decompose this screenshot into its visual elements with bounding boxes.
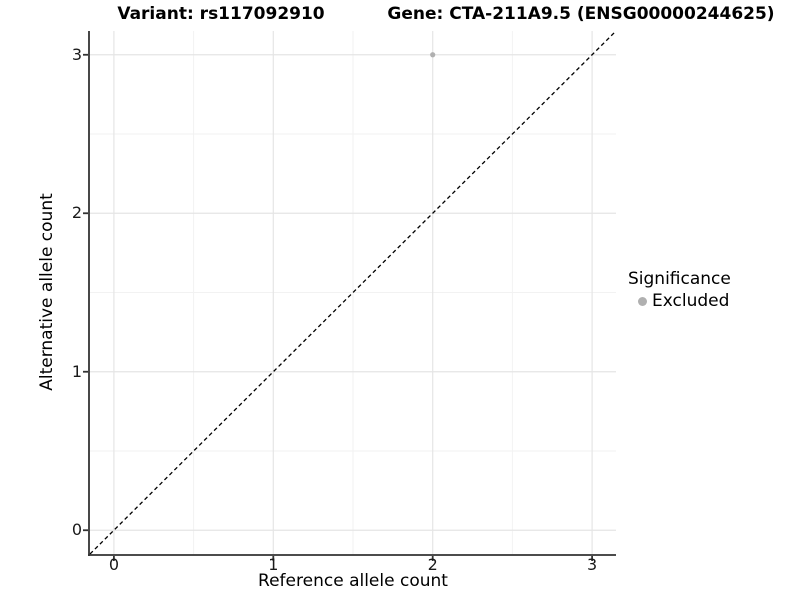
legend-point-icon (638, 296, 647, 306)
x-axis-title: Reference allele count (258, 571, 448, 591)
x-tick-label: 3 (586, 555, 598, 574)
identity-line (89, 30, 617, 555)
legend-item: Excluded (628, 291, 731, 311)
x-tick-label: 2 (427, 555, 438, 574)
y-tick-label: 2 (71, 203, 82, 223)
x-tick-label: 1 (268, 555, 279, 574)
y-tick-label: 3 (71, 44, 82, 64)
variant-title: Variant: rs117092910 (117, 4, 325, 24)
x-tick-label: 0 (108, 555, 119, 574)
gene-title: Gene: CTA-211A9.5 (ENSG00000244625) (387, 4, 775, 24)
y-axis-title: Alternative allele count (37, 193, 57, 391)
y-tick-label: 1 (71, 361, 82, 381)
y-tick-label: 0 (71, 520, 82, 540)
legend-item-label: Excluded (652, 291, 730, 311)
legend-title: Significance (628, 269, 731, 289)
data-point (430, 52, 436, 58)
legend: Significance Excluded (628, 269, 731, 311)
